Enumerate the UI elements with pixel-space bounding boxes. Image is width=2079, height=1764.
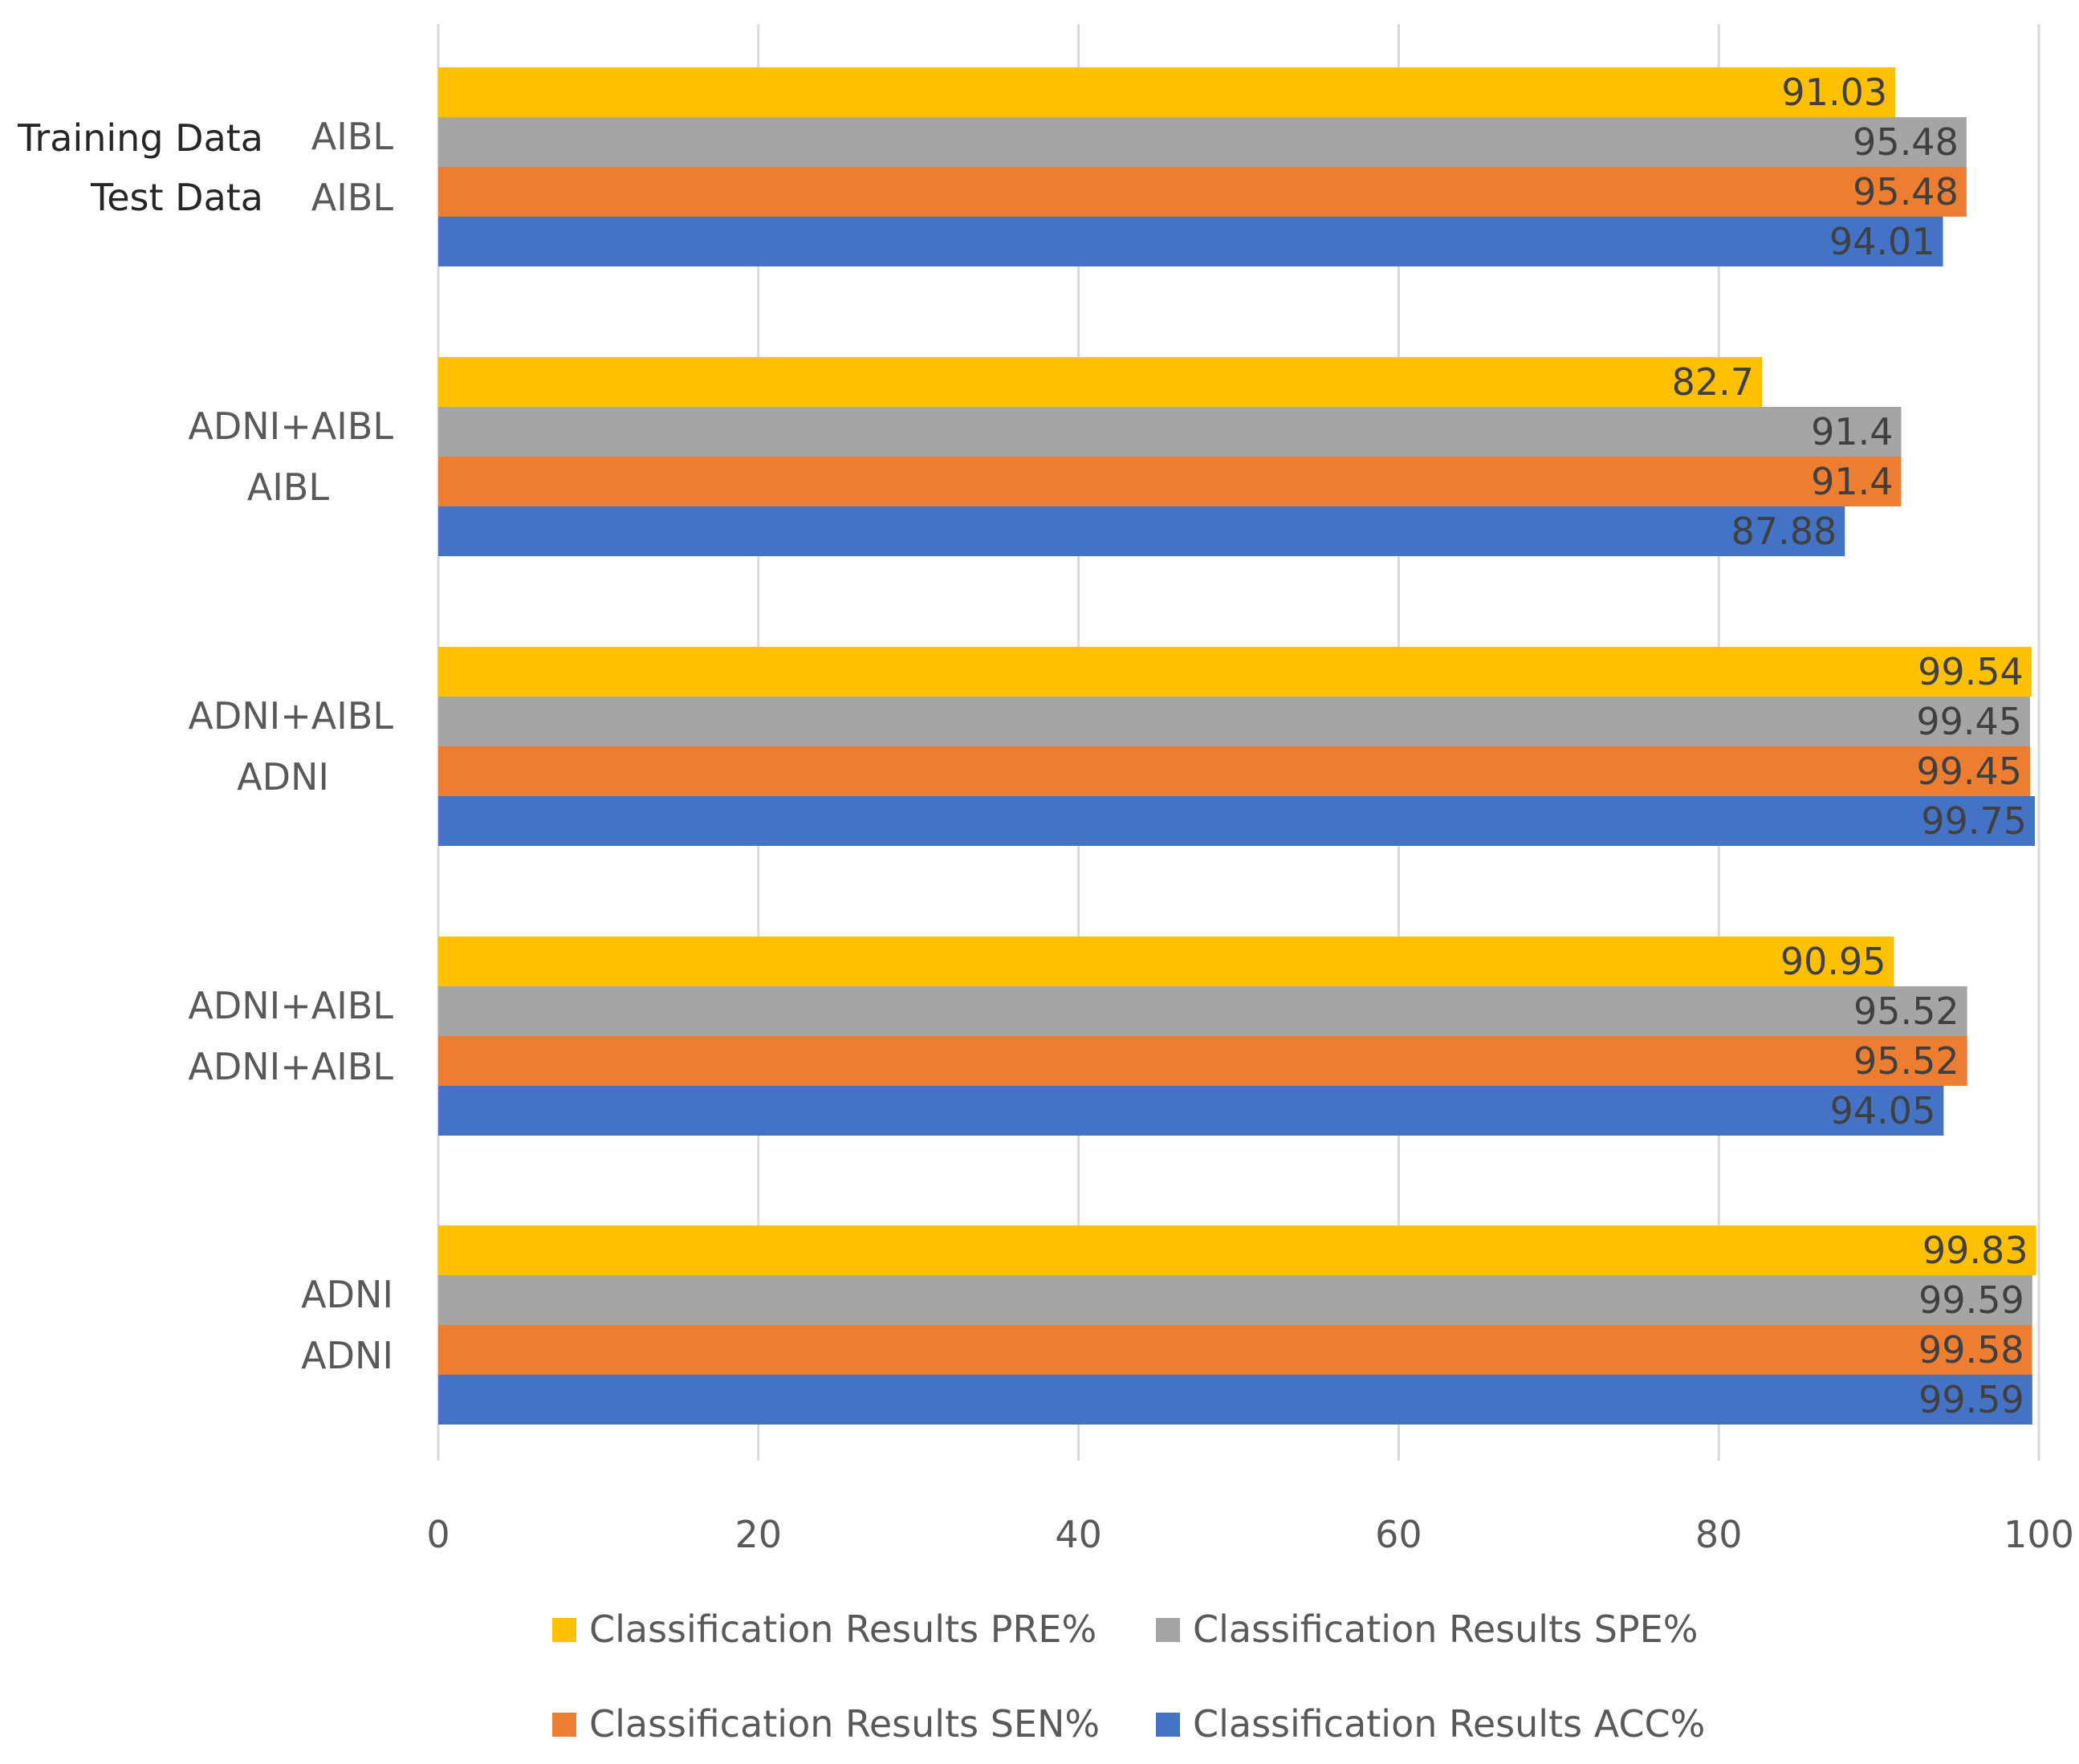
legend-item: Classification Results PRE% xyxy=(552,1608,1096,1651)
data-label: 95.48 xyxy=(1853,170,1959,213)
category-label-test: AIBL xyxy=(311,176,394,219)
bar xyxy=(438,1325,2032,1375)
x-tick-label: 60 xyxy=(1375,1513,1422,1556)
bar xyxy=(438,697,2031,746)
data-label: 99.58 xyxy=(1918,1328,2024,1372)
x-tick-label: 20 xyxy=(735,1513,783,1556)
bar xyxy=(438,746,2031,796)
bars xyxy=(438,67,2036,1425)
data-label: 99.83 xyxy=(1922,1229,2028,1272)
category-label-test: ADNI xyxy=(237,755,329,799)
x-tick-label: 0 xyxy=(426,1513,450,1556)
data-labels: 91.03 95.48 95.48 94.01 82.7 91.4 91.4 87.88 99.… xyxy=(1672,71,2028,1421)
legend-label: Classification Results ACC% xyxy=(1193,1702,1705,1746)
category-label-training: ADNI+AIBL xyxy=(188,404,393,448)
category-label-test: ADNI xyxy=(301,1334,393,1377)
row-header-training: Training Data xyxy=(17,116,263,160)
data-label: 99.59 xyxy=(1918,1378,2024,1421)
category-label-training: ADNI+AIBL xyxy=(188,984,393,1027)
bar xyxy=(438,117,1967,167)
data-label: 95.52 xyxy=(1853,1039,1959,1083)
bar xyxy=(438,796,2036,846)
x-tick-label: 100 xyxy=(2004,1513,2074,1556)
data-label: 99.54 xyxy=(1918,650,2024,693)
legend-swatch xyxy=(552,1618,576,1642)
data-label: 90.95 xyxy=(1780,940,1886,983)
data-label: 99.45 xyxy=(1916,700,2022,743)
legend: Classification Results PRE% Classificatio… xyxy=(552,1608,1705,1746)
bar xyxy=(438,1225,2036,1275)
data-label: 95.52 xyxy=(1853,990,1959,1033)
data-label: 99.45 xyxy=(1916,750,2022,793)
data-label: 94.05 xyxy=(1830,1089,1936,1132)
row-header-test: Test Data xyxy=(90,176,263,219)
category-label-test: ADNI+AIBL xyxy=(188,1045,393,1088)
data-label: 95.48 xyxy=(1853,120,1959,164)
legend-item: Classification Results ACC% xyxy=(1156,1702,1705,1746)
bar xyxy=(438,1036,1967,1086)
bar xyxy=(438,407,1902,457)
legend-label: Classification Results PRE% xyxy=(589,1608,1096,1651)
bar xyxy=(438,357,1763,407)
bar xyxy=(438,67,1896,117)
legend-item: Classification Results SEN% xyxy=(552,1702,1100,1746)
bar xyxy=(438,986,1967,1036)
data-label: 99.59 xyxy=(1918,1278,2024,1322)
data-label: 82.7 xyxy=(1672,360,1754,404)
data-label: 94.01 xyxy=(1829,220,1935,263)
bar xyxy=(438,506,1845,556)
legend-label: Classification Results SEN% xyxy=(589,1702,1100,1746)
category-label-training: AIBL xyxy=(311,115,394,158)
bar xyxy=(438,457,1902,506)
data-label: 91.4 xyxy=(1811,410,1893,453)
bar xyxy=(438,167,1967,217)
bar xyxy=(438,647,2032,697)
data-label: 87.88 xyxy=(1731,510,1837,553)
bar xyxy=(438,937,1894,986)
legend-swatch xyxy=(1156,1713,1180,1737)
legend-swatch xyxy=(552,1713,576,1737)
legend-label: Classification Results SPE% xyxy=(1193,1608,1698,1651)
data-label: 91.4 xyxy=(1811,460,1893,503)
x-tick-label: 80 xyxy=(1695,1513,1743,1556)
legend-swatch xyxy=(1156,1618,1180,1642)
bar xyxy=(438,1086,1944,1136)
bar xyxy=(438,217,1943,266)
category-label-training: ADNI xyxy=(301,1273,393,1316)
legend-item: Classification Results SPE% xyxy=(1156,1608,1698,1651)
x-tick-label: 40 xyxy=(1055,1513,1102,1556)
data-label: 99.75 xyxy=(1921,799,2027,843)
category-label-training: ADNI+AIBL xyxy=(188,694,393,738)
bar xyxy=(438,1375,2032,1425)
category-label-test: AIBL xyxy=(247,465,330,509)
bar xyxy=(438,1275,2032,1325)
category-labels: Training Data Test Data AIBL AIBL ADNI+AIBL A… xyxy=(17,115,393,1377)
data-label: 91.03 xyxy=(1781,71,1887,114)
x-axis-ticks: 0 20 40 60 80 100 xyxy=(426,1513,2074,1556)
